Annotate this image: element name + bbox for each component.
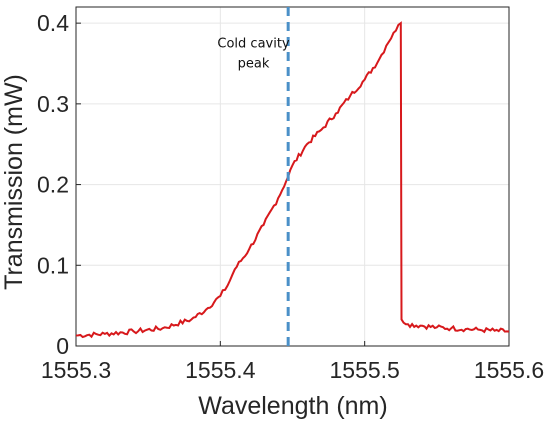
x-axis-title: Wavelength (nm) [198,392,387,420]
y-tick-label: 0.4 [37,10,69,36]
y-tick-label: 0.1 [37,252,69,278]
plot-area [75,6,510,347]
x-tick-label: 1555.6 [474,357,544,383]
annotation-line: Cold cavity [217,36,290,51]
y-axis-title: Transmission (mW) [0,74,28,290]
cold-cavity-annotation: Cold cavity peak [217,36,290,71]
x-tick-labels: 1555.3 1555.4 1555.5 1555.6 [41,357,544,383]
y-tick-label: 0.3 [37,91,69,117]
transmission-series-line [75,21,510,339]
annotation-line: peak [238,56,270,71]
y-tick-labels: 0 0.1 0.2 0.3 0.4 [37,10,69,359]
x-tick-label: 1555.4 [185,357,256,383]
grid [75,7,510,347]
tick-marks [75,22,510,347]
y-tick-label: 0.2 [37,172,69,198]
x-tick-label: 1555.3 [41,357,111,383]
x-tick-label: 1555.5 [329,357,399,383]
y-tick-label: 0 [56,333,69,359]
